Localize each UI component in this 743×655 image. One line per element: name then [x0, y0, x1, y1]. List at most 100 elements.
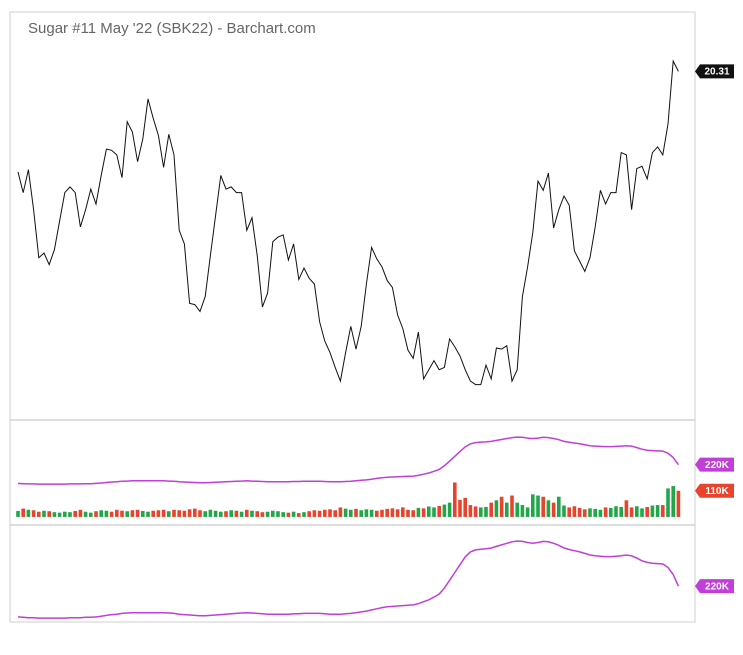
volume-bar — [323, 509, 327, 517]
volume-bar — [141, 510, 145, 517]
volume-bar — [239, 511, 244, 517]
volume-bar — [125, 511, 129, 517]
volume-bar — [619, 506, 623, 517]
volume-bar — [317, 510, 322, 517]
volume-bar — [338, 507, 343, 517]
plot-frame — [9, 11, 696, 623]
volume-bar — [390, 508, 395, 517]
volume-bar — [297, 513, 301, 517]
volume-bar — [47, 511, 51, 517]
volume-bar — [572, 506, 577, 517]
last-value-badge — [695, 483, 734, 498]
volume-bar — [499, 496, 504, 517]
volume-bar — [525, 507, 530, 517]
volume-bar — [520, 505, 525, 517]
volume-bar — [369, 509, 374, 517]
volume-bar — [193, 508, 197, 517]
volume-bar — [598, 509, 603, 517]
volume-bar — [120, 510, 124, 517]
volume-bar — [629, 507, 634, 517]
volume-bar — [650, 505, 655, 517]
volume-bar — [37, 511, 41, 517]
volume-bar — [172, 509, 176, 517]
volume-bar — [510, 495, 514, 517]
volume-bar — [224, 511, 228, 517]
volume-bar — [177, 510, 181, 517]
volume-bar — [203, 511, 207, 517]
last-value-badge — [695, 64, 734, 79]
volume-bar — [624, 500, 629, 517]
volume-bar — [146, 511, 150, 517]
last-value-label: 110K — [705, 486, 729, 497]
volume-bar — [546, 500, 551, 517]
volume-bar — [401, 507, 405, 517]
volume-bar — [645, 506, 649, 517]
volume-bar — [245, 509, 249, 517]
volume-bar — [359, 510, 363, 517]
volume-bar — [364, 509, 369, 517]
volume-bar — [427, 506, 431, 517]
volume-bar — [437, 505, 441, 517]
volume-bar — [302, 512, 306, 517]
volume-bar — [161, 509, 166, 517]
volume-bar — [354, 508, 358, 517]
volume-bar — [42, 510, 46, 517]
volume-bar — [265, 511, 270, 517]
volume-bar — [213, 510, 218, 517]
last-value-label: 20.31 — [704, 67, 729, 78]
volume-bar — [73, 510, 77, 517]
volume-bar — [458, 499, 462, 517]
volume-bar — [167, 511, 171, 517]
volume-bar — [468, 505, 473, 517]
volume-bar — [271, 510, 275, 517]
volume-bar — [567, 507, 571, 517]
volume-bar — [655, 505, 660, 517]
volume-bar — [260, 512, 265, 517]
volume-bar — [541, 496, 545, 517]
volume-bar — [255, 511, 259, 517]
volume-bar — [291, 511, 296, 517]
volume-bar — [26, 509, 31, 517]
volume-bar — [603, 507, 608, 517]
volume-bar — [531, 494, 535, 517]
volume-bar — [661, 505, 665, 517]
volume-bar — [380, 509, 384, 517]
volume-bar — [21, 508, 25, 517]
volume-bar — [385, 508, 389, 517]
volume-bar — [577, 507, 582, 517]
volume-bar — [515, 502, 519, 517]
volume-bar — [312, 510, 317, 517]
last-value-label: 220K — [705, 460, 730, 471]
volume-bar — [229, 510, 233, 517]
volume-bar — [104, 510, 109, 517]
volume-bar — [16, 510, 20, 517]
volume-bar — [198, 510, 202, 517]
line-series — [17, 436, 680, 485]
volume-bar — [343, 508, 348, 517]
volume-bar — [666, 488, 670, 517]
volume-bar — [83, 511, 88, 517]
volume-bar — [349, 509, 353, 517]
volume-bar — [89, 512, 93, 517]
volume-bar — [234, 510, 239, 517]
volume-bar — [614, 506, 618, 517]
volume-bar — [78, 509, 83, 517]
volume-bar — [328, 509, 332, 517]
volume-bar — [421, 508, 426, 517]
volume-bar — [583, 509, 587, 517]
volume-bar — [115, 509, 119, 517]
last-value-label: 220K — [705, 581, 730, 592]
volume-bar — [536, 495, 540, 517]
volume-bar — [52, 512, 57, 517]
volume-bar — [447, 502, 452, 517]
volume-bar — [276, 511, 280, 517]
volume-bar — [68, 512, 72, 517]
volume-bar — [109, 511, 114, 517]
volume-bar — [375, 510, 379, 517]
volume-bar — [609, 507, 613, 517]
volume-bar — [281, 512, 285, 517]
volume-bar — [551, 502, 556, 517]
volume-bar — [432, 507, 436, 517]
volume-bar — [63, 511, 67, 517]
